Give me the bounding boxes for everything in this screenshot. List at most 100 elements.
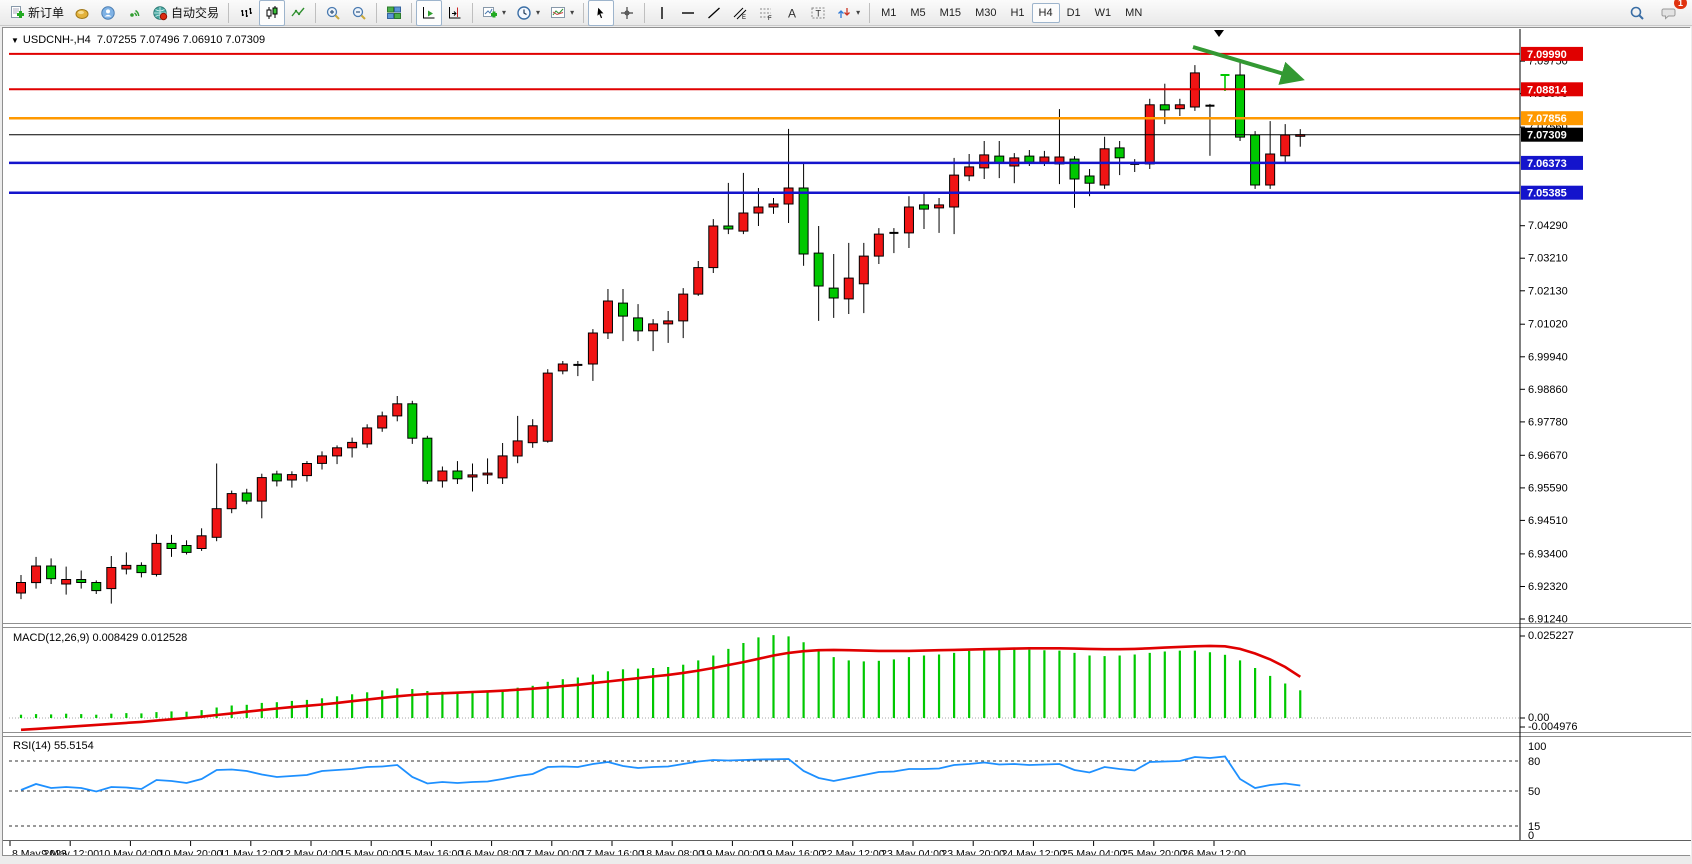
candle-body-down (1250, 134, 1261, 186)
candle-body-down (422, 437, 433, 482)
candle-body-down (452, 470, 463, 480)
time-axis-label: 10 May 04:00 (99, 848, 163, 855)
community-icon (101, 5, 115, 20)
candle-body-up (256, 477, 267, 502)
price-axis-label: 6.92320 (1528, 581, 1568, 593)
template-icon (551, 6, 566, 18)
price-axis[interactable]: 7.097507.086707.075607.042907.032107.021… (1519, 29, 1583, 842)
candle-body-down (271, 473, 282, 482)
text-button[interactable]: A (779, 0, 805, 26)
svg-text:7.07309: 7.07309 (1527, 130, 1567, 142)
zoom-out-button[interactable] (346, 0, 372, 26)
time-axis-label: 19 May 16:00 (761, 848, 825, 855)
signals-button[interactable] (121, 0, 147, 26)
candle-body-up (362, 427, 373, 445)
time-axis-label: 17 May 00:00 (520, 848, 584, 855)
timeframe-mn-button[interactable]: MN (1125, 6, 1143, 19)
trendline-button[interactable] (701, 0, 727, 26)
zoom-in-button[interactable] (320, 0, 346, 26)
cursor-button[interactable] (588, 0, 615, 26)
chart-shift-marker[interactable] (1214, 30, 1224, 37)
fibonacci-button[interactable]: F (753, 0, 779, 26)
line-chart-button[interactable] (285, 0, 311, 26)
candle-body-down (1069, 158, 1080, 180)
candle-body-up (301, 463, 312, 477)
shapes-button[interactable]: ▾ (831, 0, 865, 26)
candle-body-down (633, 317, 644, 332)
svg-text:7.07856: 7.07856 (1527, 113, 1567, 125)
time-axis-label: 16 May 08:00 (460, 848, 524, 855)
profile-button[interactable] (69, 0, 95, 26)
new-order-icon (11, 5, 24, 18)
candlestick-button[interactable] (259, 0, 286, 26)
price-chart[interactable]: 7.097507.086707.075607.042907.032107.021… (3, 28, 1691, 860)
search-button[interactable] (1624, 0, 1650, 26)
candle-body-down (828, 287, 839, 299)
timeframe-m1-button[interactable]: M1 (881, 6, 897, 19)
candle-body-down (91, 582, 102, 592)
tile-windows-button[interactable] (381, 0, 407, 26)
time-axis-label: 24 May 12:00 (1002, 848, 1066, 855)
notifications-button[interactable]: 1 (1656, 0, 1687, 26)
timeframe-d1-button[interactable]: D1 (1066, 6, 1081, 19)
timeframe-h4-button[interactable]: H4 (1031, 2, 1060, 23)
chart-title: ▼ USDCNH-,H4 7.07255 7.07496 7.06910 7.07… (11, 34, 265, 46)
timeframe-m5-button[interactable]: M5 (910, 6, 926, 19)
chart-open: 7.07255 (96, 34, 137, 46)
dropdown-caret-icon[interactable]: ▾ (570, 8, 575, 17)
candle-body-down (46, 565, 57, 580)
timeframe-m30-button[interactable]: M30 (975, 6, 997, 19)
macd-axis-label: 0.00 (1528, 712, 1549, 724)
rsi-axis-label: 50 (1528, 786, 1540, 798)
macd-signal-line (20, 644, 1302, 732)
shapes-icon (838, 7, 851, 18)
timeframe-h1-button[interactable]: H1 (1010, 6, 1025, 19)
new-order-button-label: 新订单 (28, 6, 65, 20)
price-badge-7.06373: 7.06373 (1521, 155, 1583, 170)
dropdown-caret-icon[interactable]: ▾ (536, 8, 541, 17)
periods-button[interactable]: ▾ (511, 0, 545, 26)
candle-body-up (392, 403, 403, 417)
autotrading-button[interactable]: 自动交易 (147, 0, 224, 26)
candle-body-up (843, 277, 854, 300)
bar-chart-button[interactable] (233, 0, 259, 26)
timeframe-m15-button[interactable]: M15 (939, 6, 962, 19)
crosshair-button[interactable] (614, 0, 640, 26)
candle-body-up (151, 542, 162, 575)
time-axis-label: 22 May 12:00 (821, 848, 885, 855)
candle-body-up (587, 332, 598, 365)
vertical-line-button[interactable] (649, 0, 675, 26)
channel-icon: E (733, 7, 747, 21)
candle-body-up (377, 415, 388, 429)
price-axis-label: 7.02130 (1528, 285, 1568, 297)
toolbar-separator (315, 2, 317, 23)
candle-body-up (437, 470, 448, 482)
horizontal-line-button[interactable] (675, 0, 701, 26)
new-order-button[interactable]: 新订单 (4, 0, 69, 26)
candle-body-up (347, 441, 358, 449)
chart-shift-button[interactable] (442, 0, 468, 26)
chart-background (3, 28, 1691, 855)
timeframe-w1-button[interactable]: W1 (1094, 6, 1112, 19)
trend-arrow-annotation[interactable] (1192, 45, 1305, 85)
dropdown-caret-icon[interactable]: ▾ (502, 8, 507, 17)
time-axis-label: 15 May 16:00 (400, 848, 464, 855)
zoom-out-icon (352, 6, 366, 20)
label-button[interactable]: T (805, 0, 831, 26)
svg-text:7.09990: 7.09990 (1527, 49, 1567, 61)
zoom-in-icon (326, 6, 340, 20)
tile-windows-icon (387, 6, 402, 19)
candle-body-up (512, 440, 523, 457)
candle-body-down (76, 579, 87, 583)
price-axis-label: 6.97780 (1528, 416, 1568, 428)
rsi-axis-label: 15 (1528, 821, 1540, 833)
channel-button[interactable]: E (727, 0, 753, 26)
chart-window[interactable]: ▼ USDCNH-,H4 7.07255 7.07496 7.06910 7.07… (2, 27, 1691, 860)
new-chart-button[interactable]: ▾ (477, 0, 511, 26)
auto-scroll-button[interactable] (416, 0, 443, 26)
templates-button[interactable]: ▾ (545, 0, 579, 26)
community-button[interactable] (95, 0, 121, 26)
dropdown-caret-icon[interactable]: ▾ (856, 8, 861, 17)
candle-body-down (181, 545, 192, 553)
chart-menu-icon[interactable]: ▼ (11, 36, 19, 45)
